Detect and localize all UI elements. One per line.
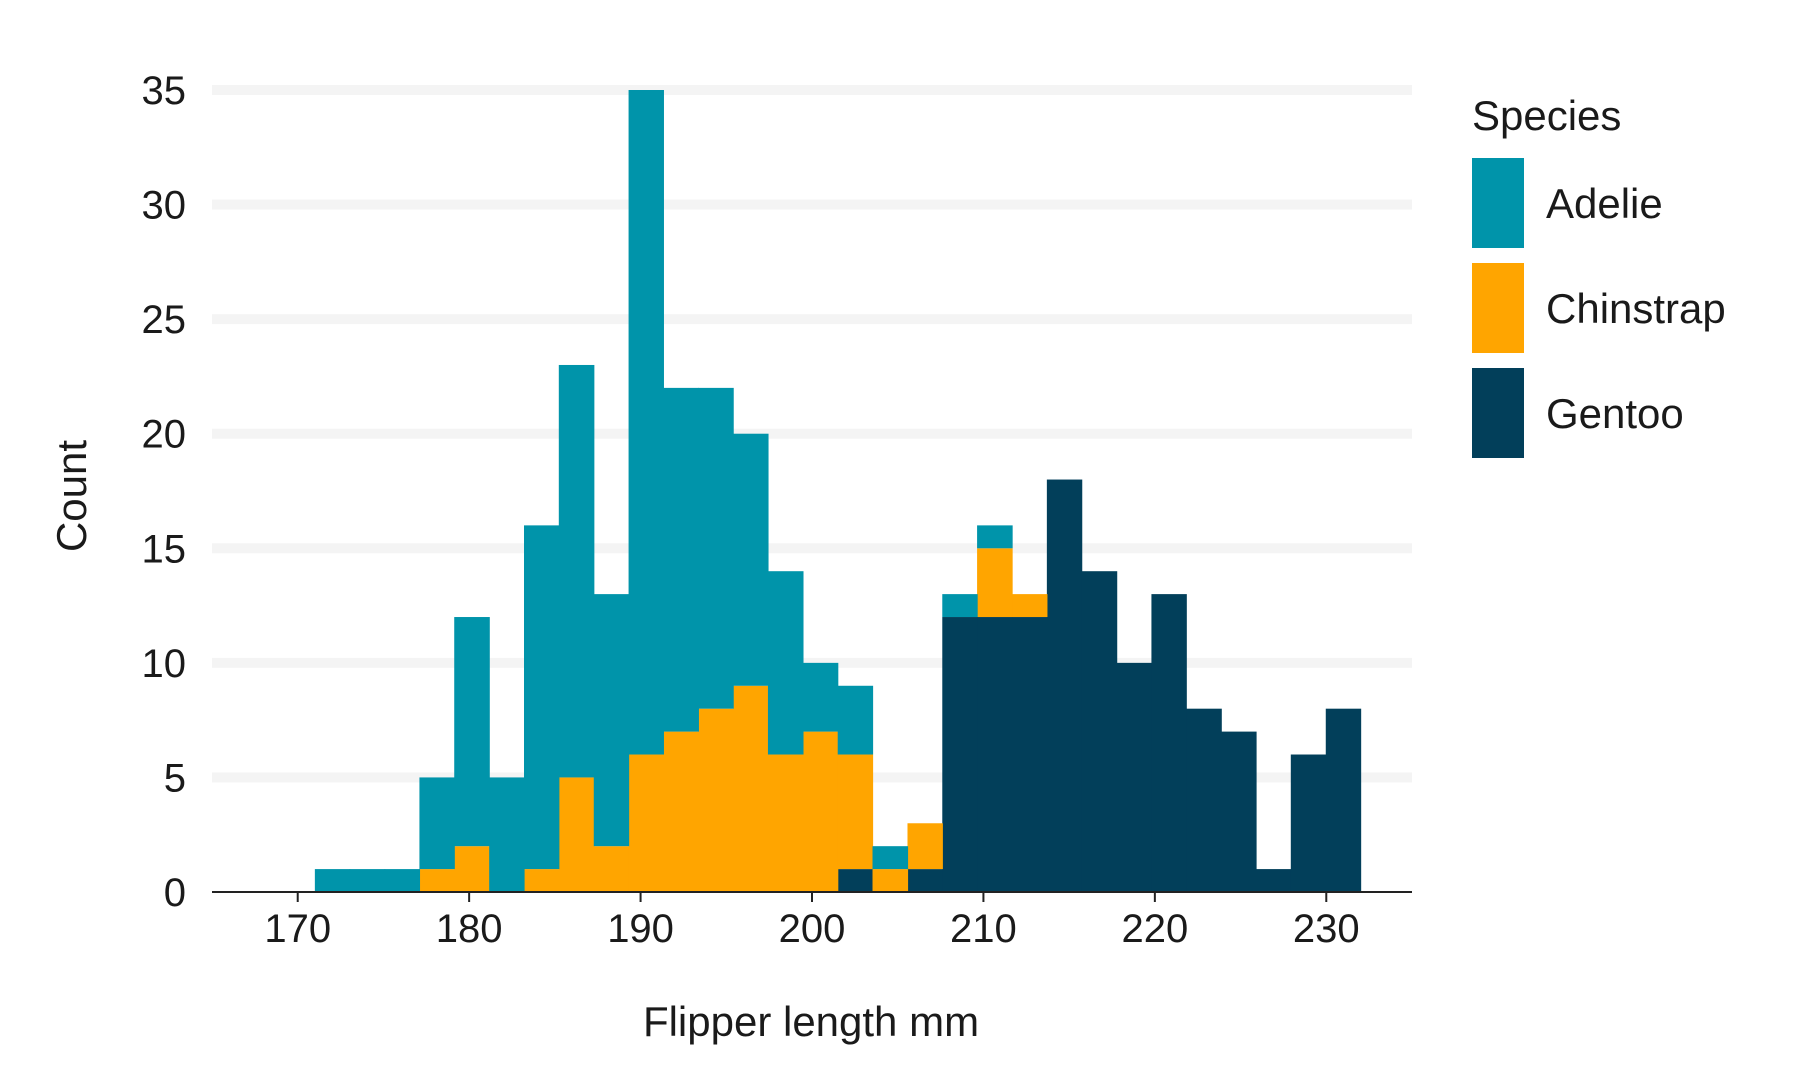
y-axis-title: Count	[48, 440, 95, 552]
y-tick-label: 10	[142, 642, 187, 686]
bar-gentoo	[1012, 617, 1048, 892]
bar-chinstrap	[977, 548, 1013, 618]
y-axis: 0 5 10 15 20 25 30 35	[142, 69, 187, 915]
y-tick-label: 25	[142, 298, 187, 342]
bar-adelie	[593, 594, 630, 847]
bar-gentoo	[1151, 594, 1187, 892]
bar-chinstrap	[454, 846, 490, 892]
y-tick-label: 0	[164, 871, 186, 915]
x-tick-label: 190	[607, 907, 674, 951]
y-tick-label: 20	[142, 413, 187, 457]
bars	[314, 90, 1362, 892]
bar-adelie	[767, 571, 804, 755]
bar-adelie	[384, 869, 421, 892]
bar-chinstrap	[907, 823, 943, 870]
bar-chinstrap	[802, 731, 839, 892]
bar-adelie	[454, 617, 490, 847]
bar-chinstrap	[663, 731, 699, 892]
bar-adelie	[628, 90, 664, 755]
bar-adelie	[489, 777, 525, 892]
bar-chinstrap	[733, 685, 769, 892]
bar-gentoo	[1186, 708, 1222, 892]
bar-adelie	[349, 869, 386, 892]
bar-gentoo	[1116, 662, 1153, 892]
bar-gentoo	[837, 869, 874, 892]
bar-adelie	[942, 594, 978, 618]
bar-adelie	[977, 525, 1013, 549]
bar-adelie	[733, 433, 769, 686]
bar-adelie	[558, 364, 595, 778]
gridline-y	[212, 428, 1412, 439]
bar-gentoo	[977, 617, 1013, 892]
gridline-y	[212, 85, 1412, 95]
bar-adelie	[837, 685, 874, 755]
y-tick-label: 15	[142, 527, 187, 571]
x-axis: 170 180 190 200 210 220 230	[212, 891, 1412, 951]
x-axis-title: Flipper length mm	[643, 998, 979, 1045]
x-tick-label: 220	[1121, 907, 1188, 951]
legend-label-chinstrap: Chinstrap	[1546, 285, 1726, 332]
gridline-y	[212, 314, 1412, 325]
bar-adelie	[802, 662, 839, 732]
y-tick-label: 5	[164, 756, 186, 800]
bar-gentoo	[1221, 731, 1257, 892]
bar-gentoo	[1325, 708, 1362, 892]
legend-swatch-gentoo	[1472, 368, 1524, 458]
legend: Species Adelie Chinstrap Gentoo	[1472, 92, 1726, 458]
bar-gentoo	[1256, 869, 1292, 892]
x-tick-label: 170	[264, 907, 331, 951]
bar-adelie	[419, 777, 455, 870]
bar-adelie	[872, 846, 909, 870]
bar-adelie	[663, 387, 699, 732]
bar-chinstrap	[837, 754, 874, 870]
bar-chinstrap	[558, 777, 595, 892]
legend-label-gentoo: Gentoo	[1546, 390, 1684, 437]
bar-chinstrap	[524, 869, 560, 892]
bar-chinstrap	[1012, 594, 1048, 618]
bar-gentoo	[1046, 479, 1083, 892]
legend-swatch-chinstrap	[1472, 263, 1524, 353]
bar-chinstrap	[872, 869, 909, 892]
bar-adelie	[524, 525, 560, 870]
x-tick-label: 210	[950, 907, 1017, 951]
gridline-y	[212, 199, 1412, 210]
legend-swatch-adelie	[1472, 158, 1524, 248]
bar-chinstrap	[419, 869, 455, 892]
x-tick-label: 180	[436, 907, 503, 951]
gridline-y	[212, 543, 1412, 554]
bar-gentoo	[907, 869, 943, 892]
bar-gentoo	[1290, 754, 1327, 892]
y-tick-label: 30	[142, 184, 187, 228]
bar-adelie	[698, 387, 734, 709]
bar-gentoo	[1081, 571, 1118, 892]
bar-chinstrap	[767, 754, 804, 892]
bar-adelie	[314, 869, 351, 892]
x-tick-label: 200	[779, 907, 846, 951]
bar-gentoo	[942, 617, 978, 892]
y-tick-label: 35	[142, 69, 187, 113]
bar-chinstrap	[593, 846, 630, 892]
bar-chinstrap	[698, 708, 734, 892]
legend-title: Species	[1472, 92, 1621, 139]
x-tick-label: 230	[1293, 907, 1360, 951]
legend-label-adelie: Adelie	[1546, 180, 1663, 227]
bar-chinstrap	[628, 754, 664, 892]
